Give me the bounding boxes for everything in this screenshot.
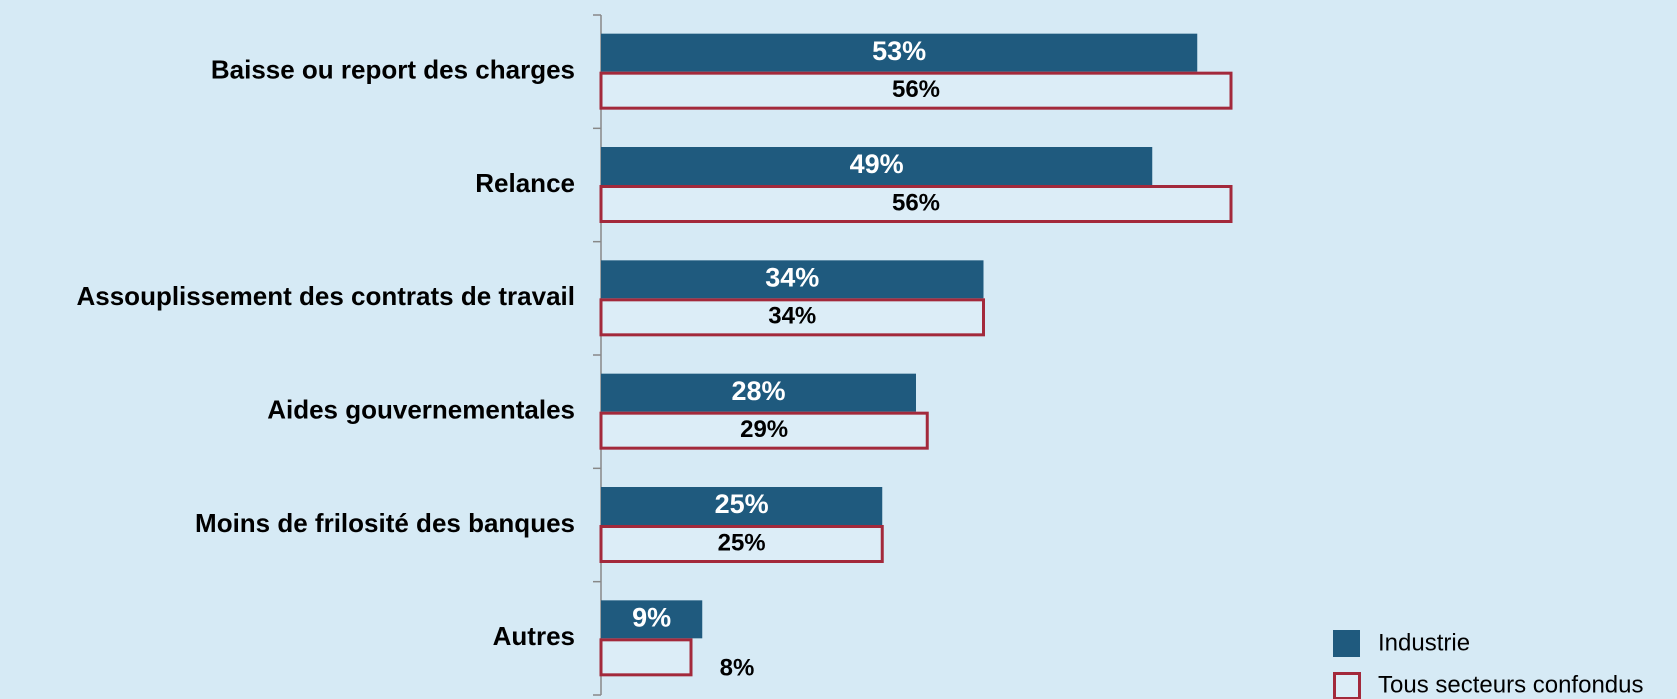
bar [599, 525, 884, 563]
bar [601, 600, 703, 639]
category-label: Assouplissement des contrats de travail [76, 281, 575, 311]
value-label: 56% [892, 189, 940, 216]
bar [599, 638, 693, 677]
legend-swatch [1333, 672, 1361, 699]
category-label: Aides gouvernementales [267, 395, 575, 425]
bar [601, 373, 916, 412]
value-label: 8% [720, 655, 755, 682]
bar [599, 411, 929, 450]
bar [601, 487, 883, 525]
bar [599, 71, 1233, 110]
value-label: 28% [731, 376, 785, 406]
value-label: 25% [715, 489, 769, 519]
bar [599, 185, 1233, 223]
legend-swatch [1333, 630, 1360, 657]
legend-label: Tous secteurs confondus [1378, 671, 1644, 698]
category-label: Autres [493, 621, 575, 651]
category-label: Relance [475, 168, 575, 198]
value-label: 9% [632, 602, 671, 632]
value-label: 25% [718, 529, 766, 556]
value-label: 29% [740, 416, 788, 443]
value-label: 49% [850, 149, 904, 179]
value-label: 56% [892, 76, 940, 103]
value-label: 34% [768, 303, 816, 330]
bar [599, 298, 985, 337]
category-label: Baisse ou report des charges [211, 55, 575, 85]
value-label: 34% [765, 262, 819, 292]
category-label: Moins de frilosité des banques [195, 508, 575, 538]
bar [601, 33, 1198, 72]
bar [601, 147, 1153, 185]
legend-label: Industrie [1378, 629, 1470, 656]
bar [601, 260, 984, 299]
value-label: 53% [872, 36, 926, 66]
